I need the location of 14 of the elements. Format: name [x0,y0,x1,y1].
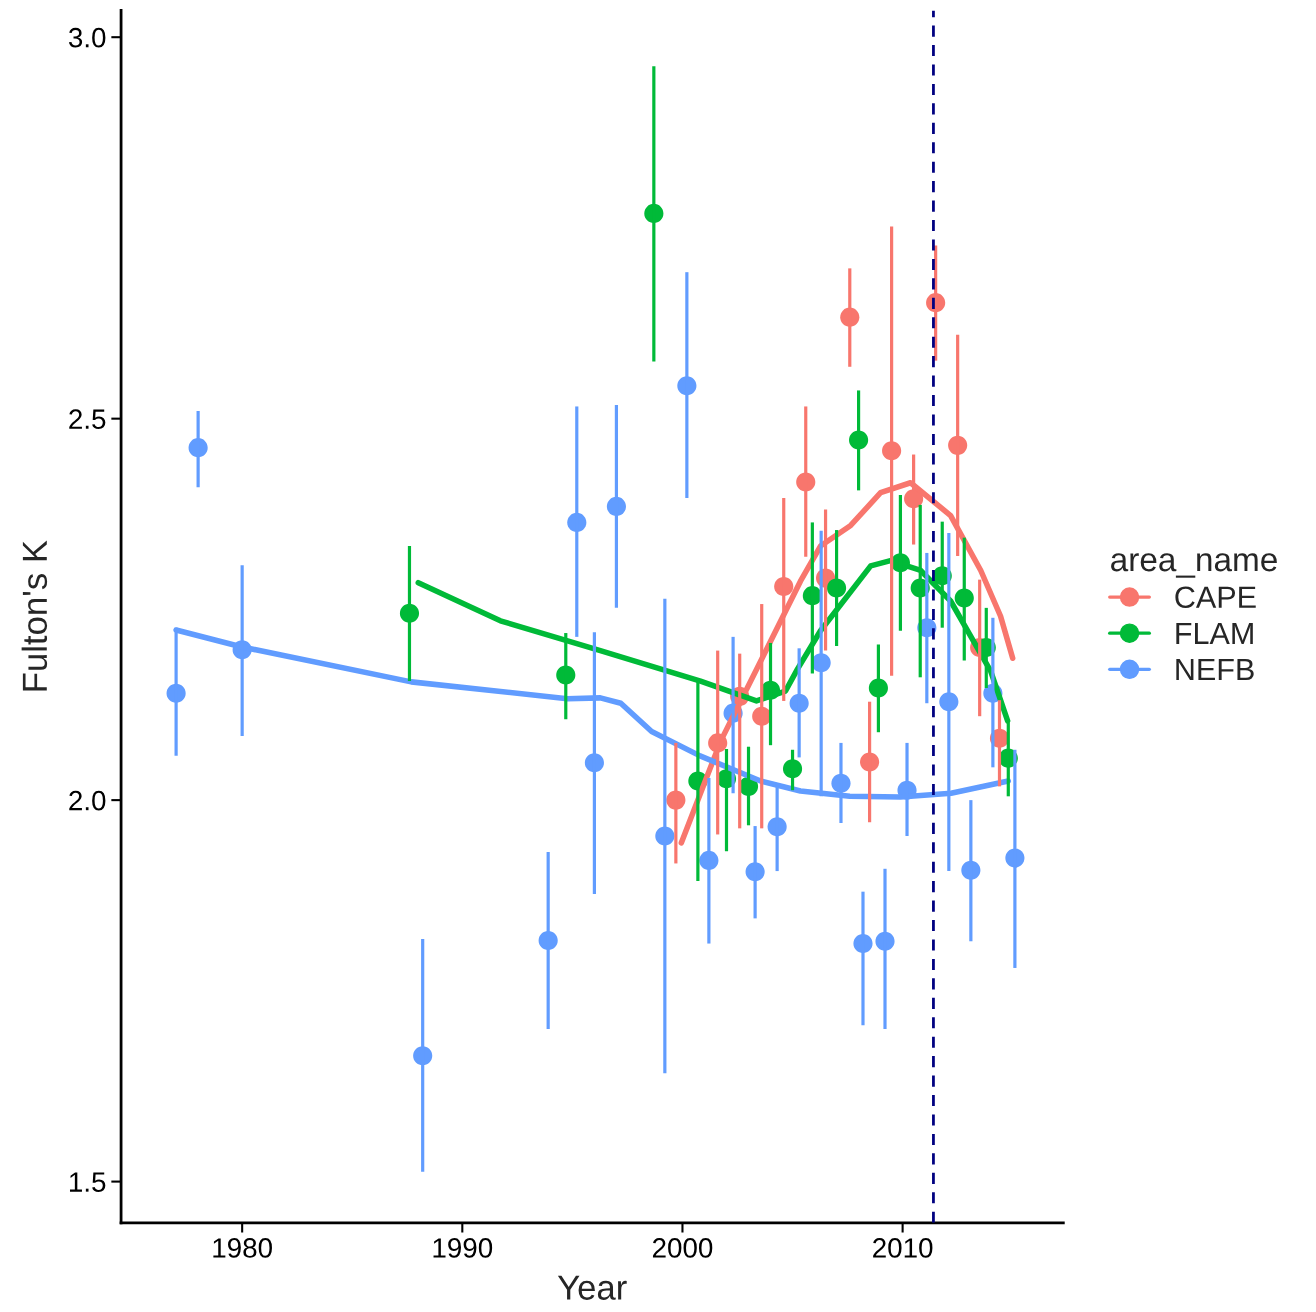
x-tick-label: 1990 [433,1238,493,1258]
y-tick-label: 1.5 [70,1172,106,1192]
y-tick-label: 2.0 [69,790,106,811]
y-tick-label: 2.5 [69,409,106,429]
y-tick-label: 3.0 [68,27,106,48]
y-axis-title: Fulton's K [21,540,48,691]
legend-label: NEFB [1176,659,1254,681]
legend-label: CAPE [1175,586,1256,609]
x-tick-label: 1980 [213,1238,272,1258]
x-tick-label: 2010 [873,1238,933,1258]
legend-label: FLAM [1176,622,1253,644]
x-axis-title: Year [557,1275,627,1300]
x-tick-label: 2000 [652,1238,713,1258]
legend-title: area_name [1111,553,1277,578]
